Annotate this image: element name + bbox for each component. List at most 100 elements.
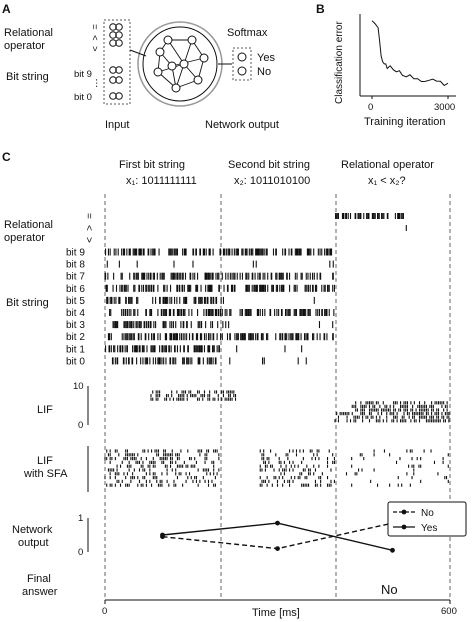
network-neurons bbox=[153, 35, 209, 93]
network-neuron bbox=[163, 35, 173, 45]
input-neuron-a bbox=[109, 31, 117, 39]
input-neuron-b bbox=[115, 31, 123, 39]
legend-yes-label: Yes bbox=[421, 523, 437, 534]
legend-no-label: No bbox=[421, 508, 434, 519]
input-to-network-arrow bbox=[129, 49, 147, 57]
operator-row-label: > bbox=[83, 237, 94, 243]
training-error-line bbox=[371, 20, 449, 87]
network-neuron bbox=[155, 47, 165, 57]
output-point-yes bbox=[160, 532, 165, 538]
network-connection bbox=[167, 39, 185, 65]
c-network-output-label-2: output bbox=[18, 537, 49, 549]
network-neuron bbox=[171, 83, 181, 93]
output-points bbox=[160, 520, 395, 553]
a-op-lt: < bbox=[89, 35, 100, 41]
operator-row-label: = bbox=[83, 213, 94, 219]
c-header-3-title: Relational operator bbox=[341, 159, 434, 171]
a-network-output-label: Network output bbox=[205, 119, 279, 131]
c-header-2-sub: x₂: 1011010100 bbox=[234, 175, 310, 187]
c-header-1-title: First bit string bbox=[119, 159, 185, 171]
lif-spike-raster bbox=[150, 390, 450, 423]
a-bit9-label: bit 9 bbox=[74, 69, 92, 80]
input-box bbox=[103, 19, 131, 105]
bit-row-label: bit 8 bbox=[66, 260, 85, 271]
a-no-label: No bbox=[257, 66, 271, 78]
c-header-2-title: Second bit string bbox=[228, 159, 310, 171]
a-relational-operator-label-1: Relational bbox=[4, 27, 53, 39]
b-xtick-label-0: 0 bbox=[368, 102, 373, 113]
network-neuron bbox=[179, 59, 189, 69]
a-softmax-label: Softmax bbox=[227, 27, 268, 39]
bit-row-label: bit 6 bbox=[66, 284, 85, 295]
panel-a-letter: A bbox=[2, 2, 11, 16]
network-neuron bbox=[199, 53, 209, 63]
panel-b-letter: B bbox=[316, 2, 325, 16]
time-tick-label-0: 0 bbox=[102, 606, 107, 617]
a-bit0-label: bit 0 bbox=[74, 92, 92, 103]
softmax-yes-neuron bbox=[237, 52, 247, 62]
output-point-yes bbox=[275, 520, 280, 526]
output-point-no bbox=[275, 546, 280, 551]
c-final-answer-label-1: Final bbox=[27, 573, 51, 585]
c-network-output-label-1: Network bbox=[12, 524, 53, 536]
input-neuron-a bbox=[109, 66, 117, 74]
output-point-yes bbox=[390, 547, 395, 553]
c-header-3-sub: x₁ < x₂? bbox=[368, 175, 406, 187]
legend-no-marker bbox=[401, 509, 407, 515]
legend-yes-marker bbox=[401, 524, 407, 530]
b-ylabel: Classification error bbox=[334, 21, 345, 104]
c-bit-string-label: Bit string bbox=[6, 297, 49, 309]
network-neuron bbox=[193, 75, 203, 85]
c-relational-operator-label-1: Relational bbox=[4, 219, 53, 231]
b-xtick-label-1: 3000 bbox=[434, 102, 455, 113]
network-neuron bbox=[167, 61, 177, 71]
panel-c-letter: C bbox=[2, 150, 11, 164]
input-neuron-b bbox=[115, 39, 123, 47]
bit-row-label: bit 2 bbox=[66, 332, 85, 343]
c-relational-operator-label-2: operator bbox=[4, 232, 45, 244]
b-xlabel: Training iteration bbox=[364, 116, 446, 128]
a-yes-label: Yes bbox=[257, 52, 275, 64]
softmax-box bbox=[232, 47, 252, 81]
bit-row-label: bit 5 bbox=[66, 296, 85, 307]
a-relational-operator-label-2: operator bbox=[4, 40, 45, 52]
operator-row-label: < bbox=[83, 225, 94, 231]
input-neuron-b bbox=[115, 76, 123, 84]
a-op-eq: = bbox=[89, 24, 100, 30]
series-no-line bbox=[162, 522, 393, 550]
input-neuron-a bbox=[109, 76, 117, 84]
time-tick-label-1: 600 bbox=[441, 606, 457, 617]
c-lif-sfa-label-2: with SFA bbox=[23, 468, 68, 480]
softmax-no-neuron bbox=[237, 66, 247, 76]
output-ytick-bottom: 0 bbox=[78, 547, 83, 558]
input-neuron-b bbox=[115, 23, 123, 31]
a-input-label: Input bbox=[105, 119, 129, 131]
network-neuron bbox=[187, 35, 197, 45]
input-neuron-b bbox=[115, 92, 123, 100]
bit-row-label: bit 0 bbox=[66, 356, 85, 367]
c-header-1-sub: x₁: 1011111111 bbox=[126, 175, 197, 187]
network-neuron bbox=[153, 67, 163, 77]
network-inner-ring bbox=[142, 26, 218, 102]
lif-ytick-top: 10 bbox=[73, 381, 84, 392]
lif-sfa-spike-raster bbox=[104, 449, 449, 487]
a-bit-dots: ⋮ bbox=[92, 78, 102, 89]
bit-row-label: bit 7 bbox=[66, 272, 85, 283]
panel-a: A Relational operator = < > Bit string b… bbox=[2, 2, 279, 131]
a-bit-string-label: Bit string bbox=[6, 71, 49, 83]
c-final-answer-label-2: answer bbox=[22, 586, 58, 598]
output-ytick-top: 1 bbox=[78, 513, 83, 524]
input-neuron-b bbox=[115, 66, 123, 74]
panel-c: C First bit string x₁: 1011111111 Second… bbox=[2, 150, 467, 619]
c-lif-sfa-label-1: LIF bbox=[37, 455, 53, 467]
time-xlabel: Time [ms] bbox=[252, 607, 300, 619]
input-neurons bbox=[109, 23, 123, 100]
input-neuron-a bbox=[109, 92, 117, 100]
bit-row-label: bit 3 bbox=[66, 320, 85, 331]
panel-b: B Classification error 0 3000 Training i… bbox=[316, 2, 456, 128]
lif-ytick-bottom: 0 bbox=[78, 420, 83, 431]
input-neuron-a bbox=[109, 23, 117, 31]
a-op-gt: > bbox=[89, 46, 100, 52]
input-neuron-a bbox=[109, 39, 117, 47]
